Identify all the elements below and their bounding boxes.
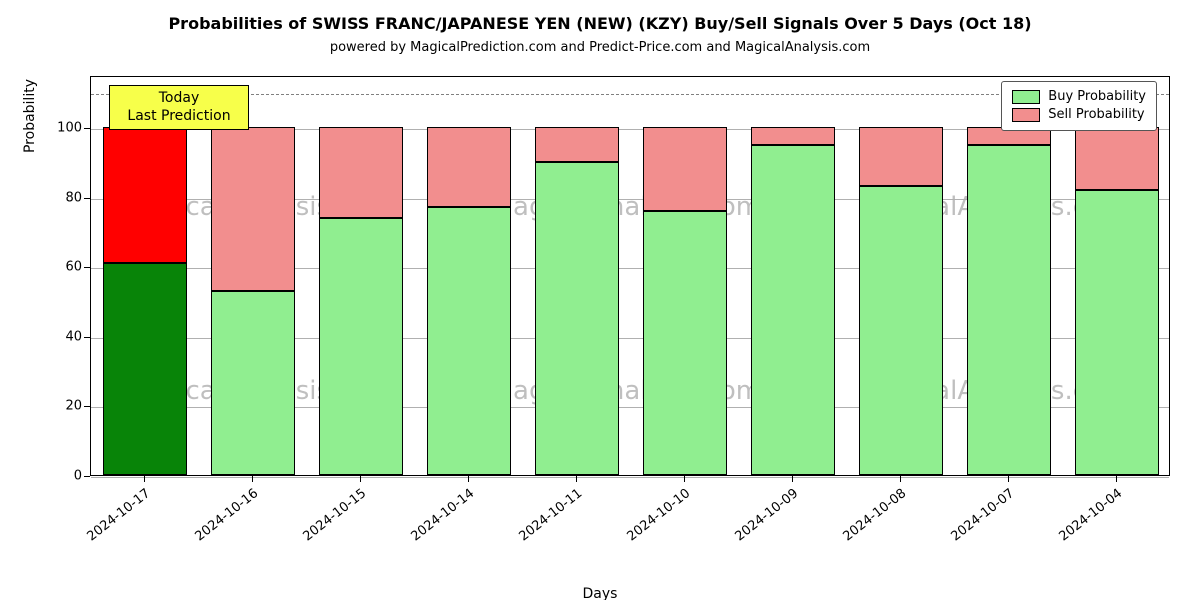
y-tick-label: 60 bbox=[42, 260, 82, 275]
annotation-line: Last Prediction bbox=[120, 108, 238, 126]
bar-group bbox=[319, 75, 403, 475]
bar-buy bbox=[319, 218, 403, 475]
x-tick-mark bbox=[1116, 476, 1117, 482]
x-tick-label: 2024-10-10 bbox=[624, 486, 693, 544]
bar-group bbox=[211, 75, 295, 475]
x-tick-mark bbox=[900, 476, 901, 482]
legend-label: Sell Probability bbox=[1048, 106, 1144, 124]
x-tick-label: 2024-10-15 bbox=[300, 486, 369, 544]
bar-group bbox=[535, 75, 619, 475]
bar-buy bbox=[643, 211, 727, 475]
chart-subtitle: powered by MagicalPrediction.com and Pre… bbox=[0, 40, 1200, 55]
bar-sell bbox=[643, 127, 727, 210]
bar-buy bbox=[1075, 190, 1159, 475]
bar-buy bbox=[535, 162, 619, 475]
x-tick-label: 2024-10-07 bbox=[948, 486, 1017, 544]
bar-group bbox=[751, 75, 835, 475]
y-tick-mark bbox=[84, 476, 90, 477]
bar-buy bbox=[859, 186, 943, 475]
bar-buy bbox=[211, 291, 295, 475]
bar-group bbox=[643, 75, 727, 475]
x-tick-mark bbox=[684, 476, 685, 482]
bar-buy bbox=[751, 145, 835, 475]
legend-item: Buy Probability bbox=[1012, 88, 1146, 106]
annotation-line: Today bbox=[120, 90, 238, 108]
x-tick-label: 2024-10-04 bbox=[1056, 486, 1125, 544]
y-tick-mark bbox=[84, 128, 90, 129]
y-tick-mark bbox=[84, 406, 90, 407]
bar-sell bbox=[535, 127, 619, 162]
figure: Probabilities of SWISS FRANC/JAPANESE YE… bbox=[0, 0, 1200, 600]
bar-group bbox=[859, 75, 943, 475]
x-tick-label: 2024-10-08 bbox=[840, 486, 909, 544]
legend: Buy ProbabilitySell Probability bbox=[1001, 81, 1157, 131]
x-tick-label: 2024-10-14 bbox=[408, 486, 477, 544]
bar-sell bbox=[751, 127, 835, 144]
plot-area: MagicalAnalysis.comMagicalAnalysis.comMa… bbox=[90, 76, 1170, 476]
x-tick-label: 2024-10-16 bbox=[192, 486, 261, 544]
bar-group bbox=[427, 75, 511, 475]
legend-swatch bbox=[1012, 90, 1040, 104]
bar-sell bbox=[211, 127, 295, 290]
y-tick-mark bbox=[84, 198, 90, 199]
bar-group bbox=[1075, 75, 1159, 475]
legend-item: Sell Probability bbox=[1012, 106, 1146, 124]
x-tick-mark bbox=[144, 476, 145, 482]
today-annotation: TodayLast Prediction bbox=[109, 85, 249, 130]
bar-sell bbox=[859, 127, 943, 186]
y-tick-mark bbox=[84, 267, 90, 268]
x-tick-mark bbox=[360, 476, 361, 482]
y-tick-label: 40 bbox=[42, 329, 82, 344]
bar-buy bbox=[967, 145, 1051, 475]
x-tick-label: 2024-10-17 bbox=[84, 486, 153, 544]
bar-sell bbox=[319, 127, 403, 217]
y-tick-label: 0 bbox=[42, 469, 82, 484]
bar-buy bbox=[427, 207, 511, 475]
bar-group bbox=[103, 75, 187, 475]
x-tick-mark bbox=[1008, 476, 1009, 482]
x-tick-mark bbox=[252, 476, 253, 482]
y-tick-mark bbox=[84, 337, 90, 338]
y-tick-label: 100 bbox=[42, 121, 82, 136]
x-tick-label: 2024-10-11 bbox=[516, 486, 585, 544]
legend-swatch bbox=[1012, 108, 1040, 122]
x-axis-label: Days bbox=[0, 586, 1200, 600]
bar-sell bbox=[103, 127, 187, 263]
chart-title: Probabilities of SWISS FRANC/JAPANESE YE… bbox=[0, 14, 1200, 33]
y-tick-label: 80 bbox=[42, 190, 82, 205]
x-tick-label: 2024-10-09 bbox=[732, 486, 801, 544]
y-tick-label: 20 bbox=[42, 399, 82, 414]
bar-sell bbox=[1075, 127, 1159, 190]
x-tick-mark bbox=[576, 476, 577, 482]
x-tick-mark bbox=[792, 476, 793, 482]
bar-sell bbox=[427, 127, 511, 207]
bar-buy bbox=[103, 263, 187, 475]
y-axis-label: Probability bbox=[22, 0, 38, 316]
legend-label: Buy Probability bbox=[1048, 88, 1146, 106]
bar-group bbox=[967, 75, 1051, 475]
x-tick-mark bbox=[468, 476, 469, 482]
